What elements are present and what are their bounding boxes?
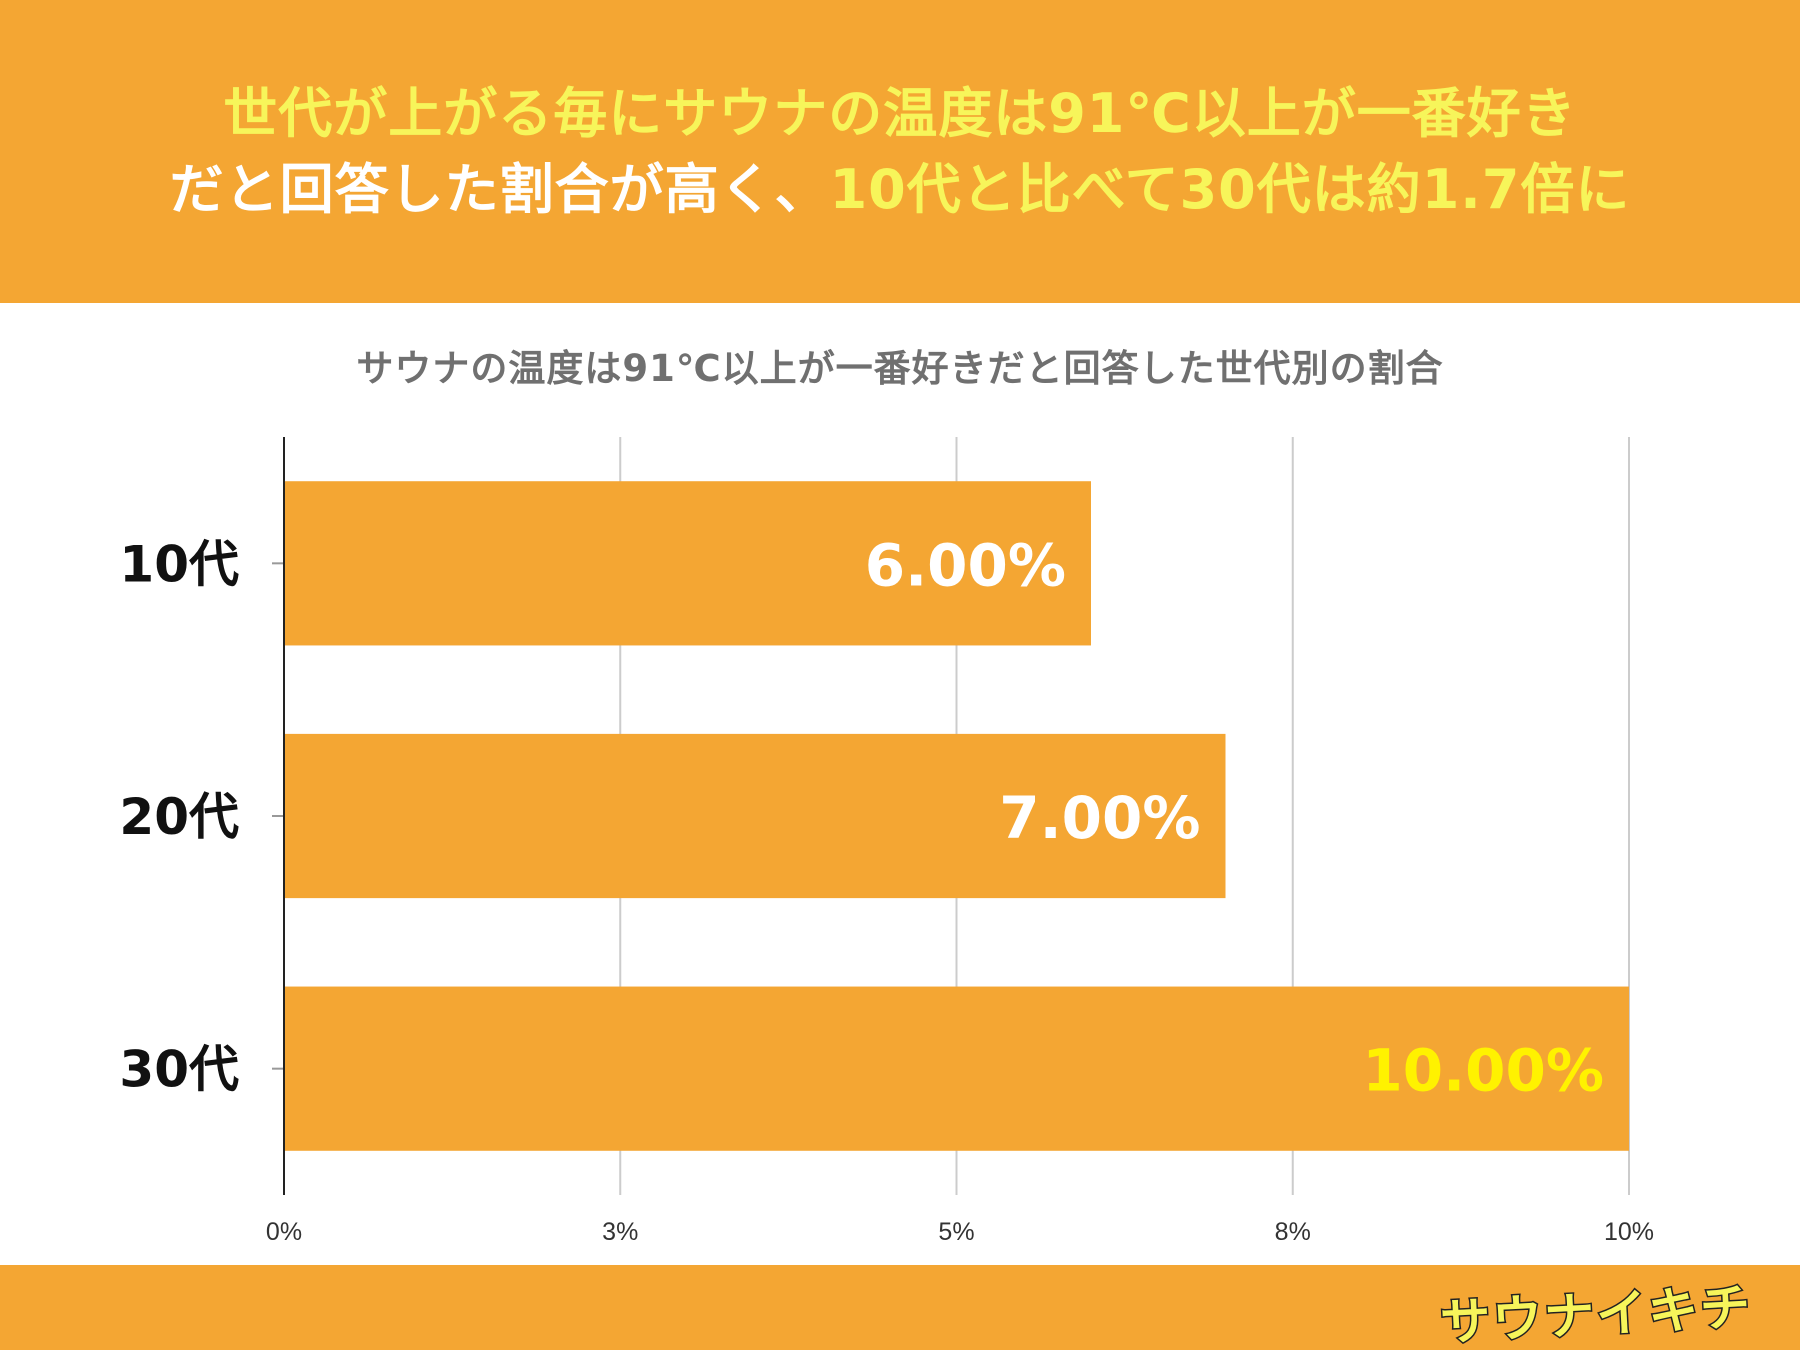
category-label: 10代 (119, 535, 239, 593)
bar (284, 986, 1629, 1151)
x-tick-label: 5% (938, 1218, 974, 1246)
bar (284, 481, 1091, 646)
category-label: 30代 (119, 1041, 239, 1099)
data-label: 6.00% (865, 531, 1066, 599)
brand-logo: サウナイキチ (1437, 1276, 1755, 1353)
headline-line-1: 世代が上がる毎にサウナの温度は91℃以上が一番好き (223, 76, 1577, 152)
bar (284, 733, 1226, 899)
headline-line-2-part-2: 10代と比べて30代は約1.7倍に (829, 157, 1631, 221)
headline-line-1-part-1: 世代が上がる毎にサウナの温度は91℃以上が一番好き (223, 81, 1577, 145)
x-tick-label: 0% (266, 1218, 302, 1246)
data-label: 10.00% (1362, 1037, 1604, 1105)
headline-line-2-part-1: だと回答した割合が高く、 (169, 157, 830, 221)
x-tick-label: 10% (1604, 1218, 1654, 1246)
footer-banner: サウナイキチ (0, 1265, 1800, 1354)
x-tick-label: 8% (1275, 1218, 1311, 1246)
category-label: 20代 (119, 788, 239, 846)
bar-chart: 0% 3% 5% 8% 10% 10代 6.00% 20代 7.00% 30代 10.00% (119, 437, 1654, 1246)
x-tick-label: 3% (602, 1218, 638, 1246)
data-label: 7.00% (999, 784, 1200, 852)
header-banner: 世代が上がる毎にサウナの温度は91℃以上が一番好き だと回答した割合が高く、10… (0, 0, 1800, 303)
headline-line-2: だと回答した割合が高く、10代と比べて30代は約1.7倍に (170, 152, 1631, 228)
chart-title: サウナの温度は91℃以上が一番好きだと回答した世代別の割合 (356, 347, 1444, 390)
